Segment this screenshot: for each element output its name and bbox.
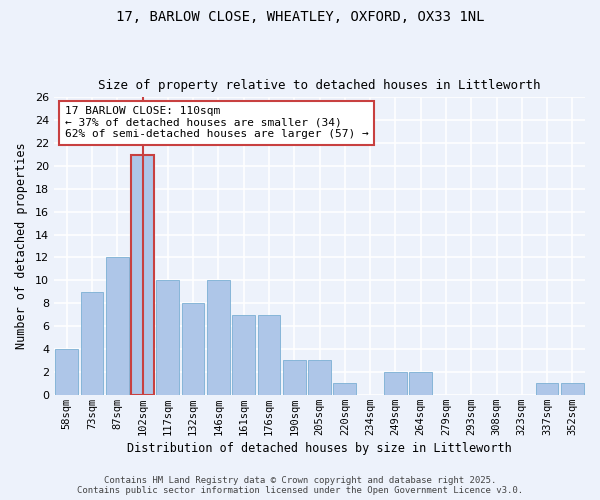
Y-axis label: Number of detached properties: Number of detached properties [15,142,28,350]
Text: Contains HM Land Registry data © Crown copyright and database right 2025.
Contai: Contains HM Land Registry data © Crown c… [77,476,523,495]
Bar [131,154,154,395]
X-axis label: Distribution of detached houses by size in Littleworth: Distribution of detached houses by size … [127,442,512,455]
Bar [182,304,205,395]
Bar [384,372,407,395]
Bar [409,372,432,395]
Bar [257,314,280,395]
Bar [157,280,179,395]
Bar [536,384,559,395]
Bar [334,384,356,395]
Text: 17, BARLOW CLOSE, WHEATLEY, OXFORD, OX33 1NL: 17, BARLOW CLOSE, WHEATLEY, OXFORD, OX33… [116,10,484,24]
Bar [106,258,128,395]
Bar [232,314,255,395]
Bar [80,292,103,395]
Bar [561,384,584,395]
Bar [207,280,230,395]
Bar [55,349,78,395]
Text: 17 BARLOW CLOSE: 110sqm
← 37% of detached houses are smaller (34)
62% of semi-de: 17 BARLOW CLOSE: 110sqm ← 37% of detache… [65,106,368,140]
Bar [283,360,305,395]
Title: Size of property relative to detached houses in Littleworth: Size of property relative to detached ho… [98,79,541,92]
Bar [308,360,331,395]
